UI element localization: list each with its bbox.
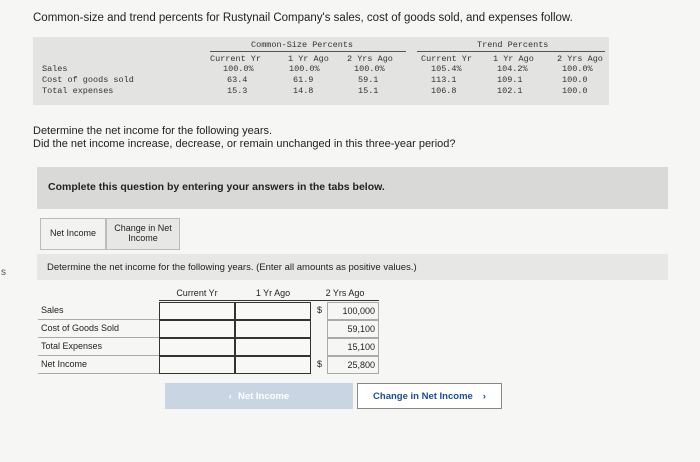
tab-net-income[interactable]: Net Income xyxy=(40,218,106,250)
col-header: 2 Yrs Ago xyxy=(347,54,393,64)
value: 100.0% xyxy=(223,64,254,74)
input-expenses-1-yr-ago[interactable] xyxy=(235,338,311,356)
input-cogs-1-yr-ago[interactable] xyxy=(235,320,311,338)
value: 104.2% xyxy=(497,64,528,74)
next-button[interactable]: Change in Net Income › xyxy=(357,383,502,409)
dollar-sign: $ xyxy=(317,305,323,315)
row-label: Total expenses xyxy=(42,86,114,96)
intro-text: Common-size and trend percents for Rusty… xyxy=(33,12,573,24)
col-header: 2 Yrs Ago xyxy=(557,54,603,64)
prev-button[interactable]: ‹ Net Income xyxy=(165,383,353,409)
value: 100.0 xyxy=(562,86,588,96)
input-sales-current-yr[interactable] xyxy=(159,302,235,320)
value-expenses-2-yrs-ago: 15,100 xyxy=(327,338,379,356)
value: 61.9 xyxy=(293,75,314,85)
value: 100.0% xyxy=(354,64,385,74)
complete-prompt: Complete this question by entering your … xyxy=(48,181,385,193)
input-sales-1-yr-ago[interactable] xyxy=(235,302,311,320)
tab-label: Change in Net Income xyxy=(114,223,172,243)
col-header: 1 Yr Ago xyxy=(493,54,534,64)
value: 109.1 xyxy=(497,75,523,85)
complete-banner: Complete this question by entering your … xyxy=(37,167,668,209)
row-label-net-income: Net Income xyxy=(38,356,159,374)
common-size-group-line xyxy=(210,51,406,52)
value: 100.0% xyxy=(562,64,593,74)
chevron-right-icon: › xyxy=(482,390,486,402)
value: 15.3 xyxy=(227,86,248,96)
header-rule xyxy=(159,300,379,301)
given-data-table: Common-Size Percents Trend Percents Curr… xyxy=(33,37,609,105)
value: 102.1 xyxy=(497,86,523,96)
value: 59.1 xyxy=(358,75,379,85)
value: 15.1 xyxy=(358,86,379,96)
prev-button-label: Net Income xyxy=(237,390,290,402)
col-header-2-yrs-ago: 2 Yrs Ago xyxy=(325,288,365,298)
value: 63.4 xyxy=(227,75,248,85)
instruction-text: Determine the net income for the followi… xyxy=(47,262,417,273)
question-line-2: Did the net income increase, decrease, o… xyxy=(33,138,456,150)
col-header: Current Yr xyxy=(210,54,262,64)
value-sales-2-yrs-ago: 100,000 xyxy=(327,302,379,320)
col-header: 1 Yr Ago xyxy=(288,54,329,64)
next-button-label: Change in Net Income xyxy=(373,390,473,402)
chevron-left-icon: ‹ xyxy=(228,390,232,402)
instruction-banner: Determine the net income for the followi… xyxy=(37,254,668,280)
value: 100.0% xyxy=(289,64,320,74)
margin-char: s xyxy=(1,267,6,278)
trend-group-label: Trend Percents xyxy=(477,40,549,50)
col-header-1-yr-ago: 1 Yr Ago xyxy=(255,288,291,298)
row-label: Sales xyxy=(42,64,68,74)
value: 113.1 xyxy=(431,75,457,85)
value-cogs-2-yrs-ago: 59,100 xyxy=(327,320,379,338)
tab-change-in-net-income[interactable]: Change in Net Income xyxy=(106,218,180,250)
row-label-cogs: Cost of Goods Sold xyxy=(38,320,159,338)
question-line-1: Determine the net income for the followi… xyxy=(33,125,273,137)
dollar-sign: $ xyxy=(317,359,323,369)
row-label-total-expenses: Total Expenses xyxy=(38,338,159,356)
row-label-sales: Sales xyxy=(38,302,159,320)
value: 100.0 xyxy=(562,75,588,85)
row-label: Cost of goods sold xyxy=(42,75,134,85)
value-net-income-2-yrs-ago: 25,800 xyxy=(327,356,379,374)
input-net-income-1-yr-ago[interactable] xyxy=(235,356,311,374)
value: 105.4% xyxy=(431,64,462,74)
input-net-income-current-yr[interactable] xyxy=(159,356,235,374)
col-header-current-yr: Current Yr xyxy=(176,288,218,298)
value: 14.8 xyxy=(293,86,314,96)
col-header: Current Yr xyxy=(421,54,473,64)
tab-label: Net Income xyxy=(49,228,97,239)
value: 106.8 xyxy=(431,86,457,96)
input-expenses-current-yr[interactable] xyxy=(159,338,235,356)
input-cogs-current-yr[interactable] xyxy=(159,320,235,338)
common-size-group-label: Common-Size Percents xyxy=(251,40,354,50)
trend-group-line xyxy=(417,51,605,52)
